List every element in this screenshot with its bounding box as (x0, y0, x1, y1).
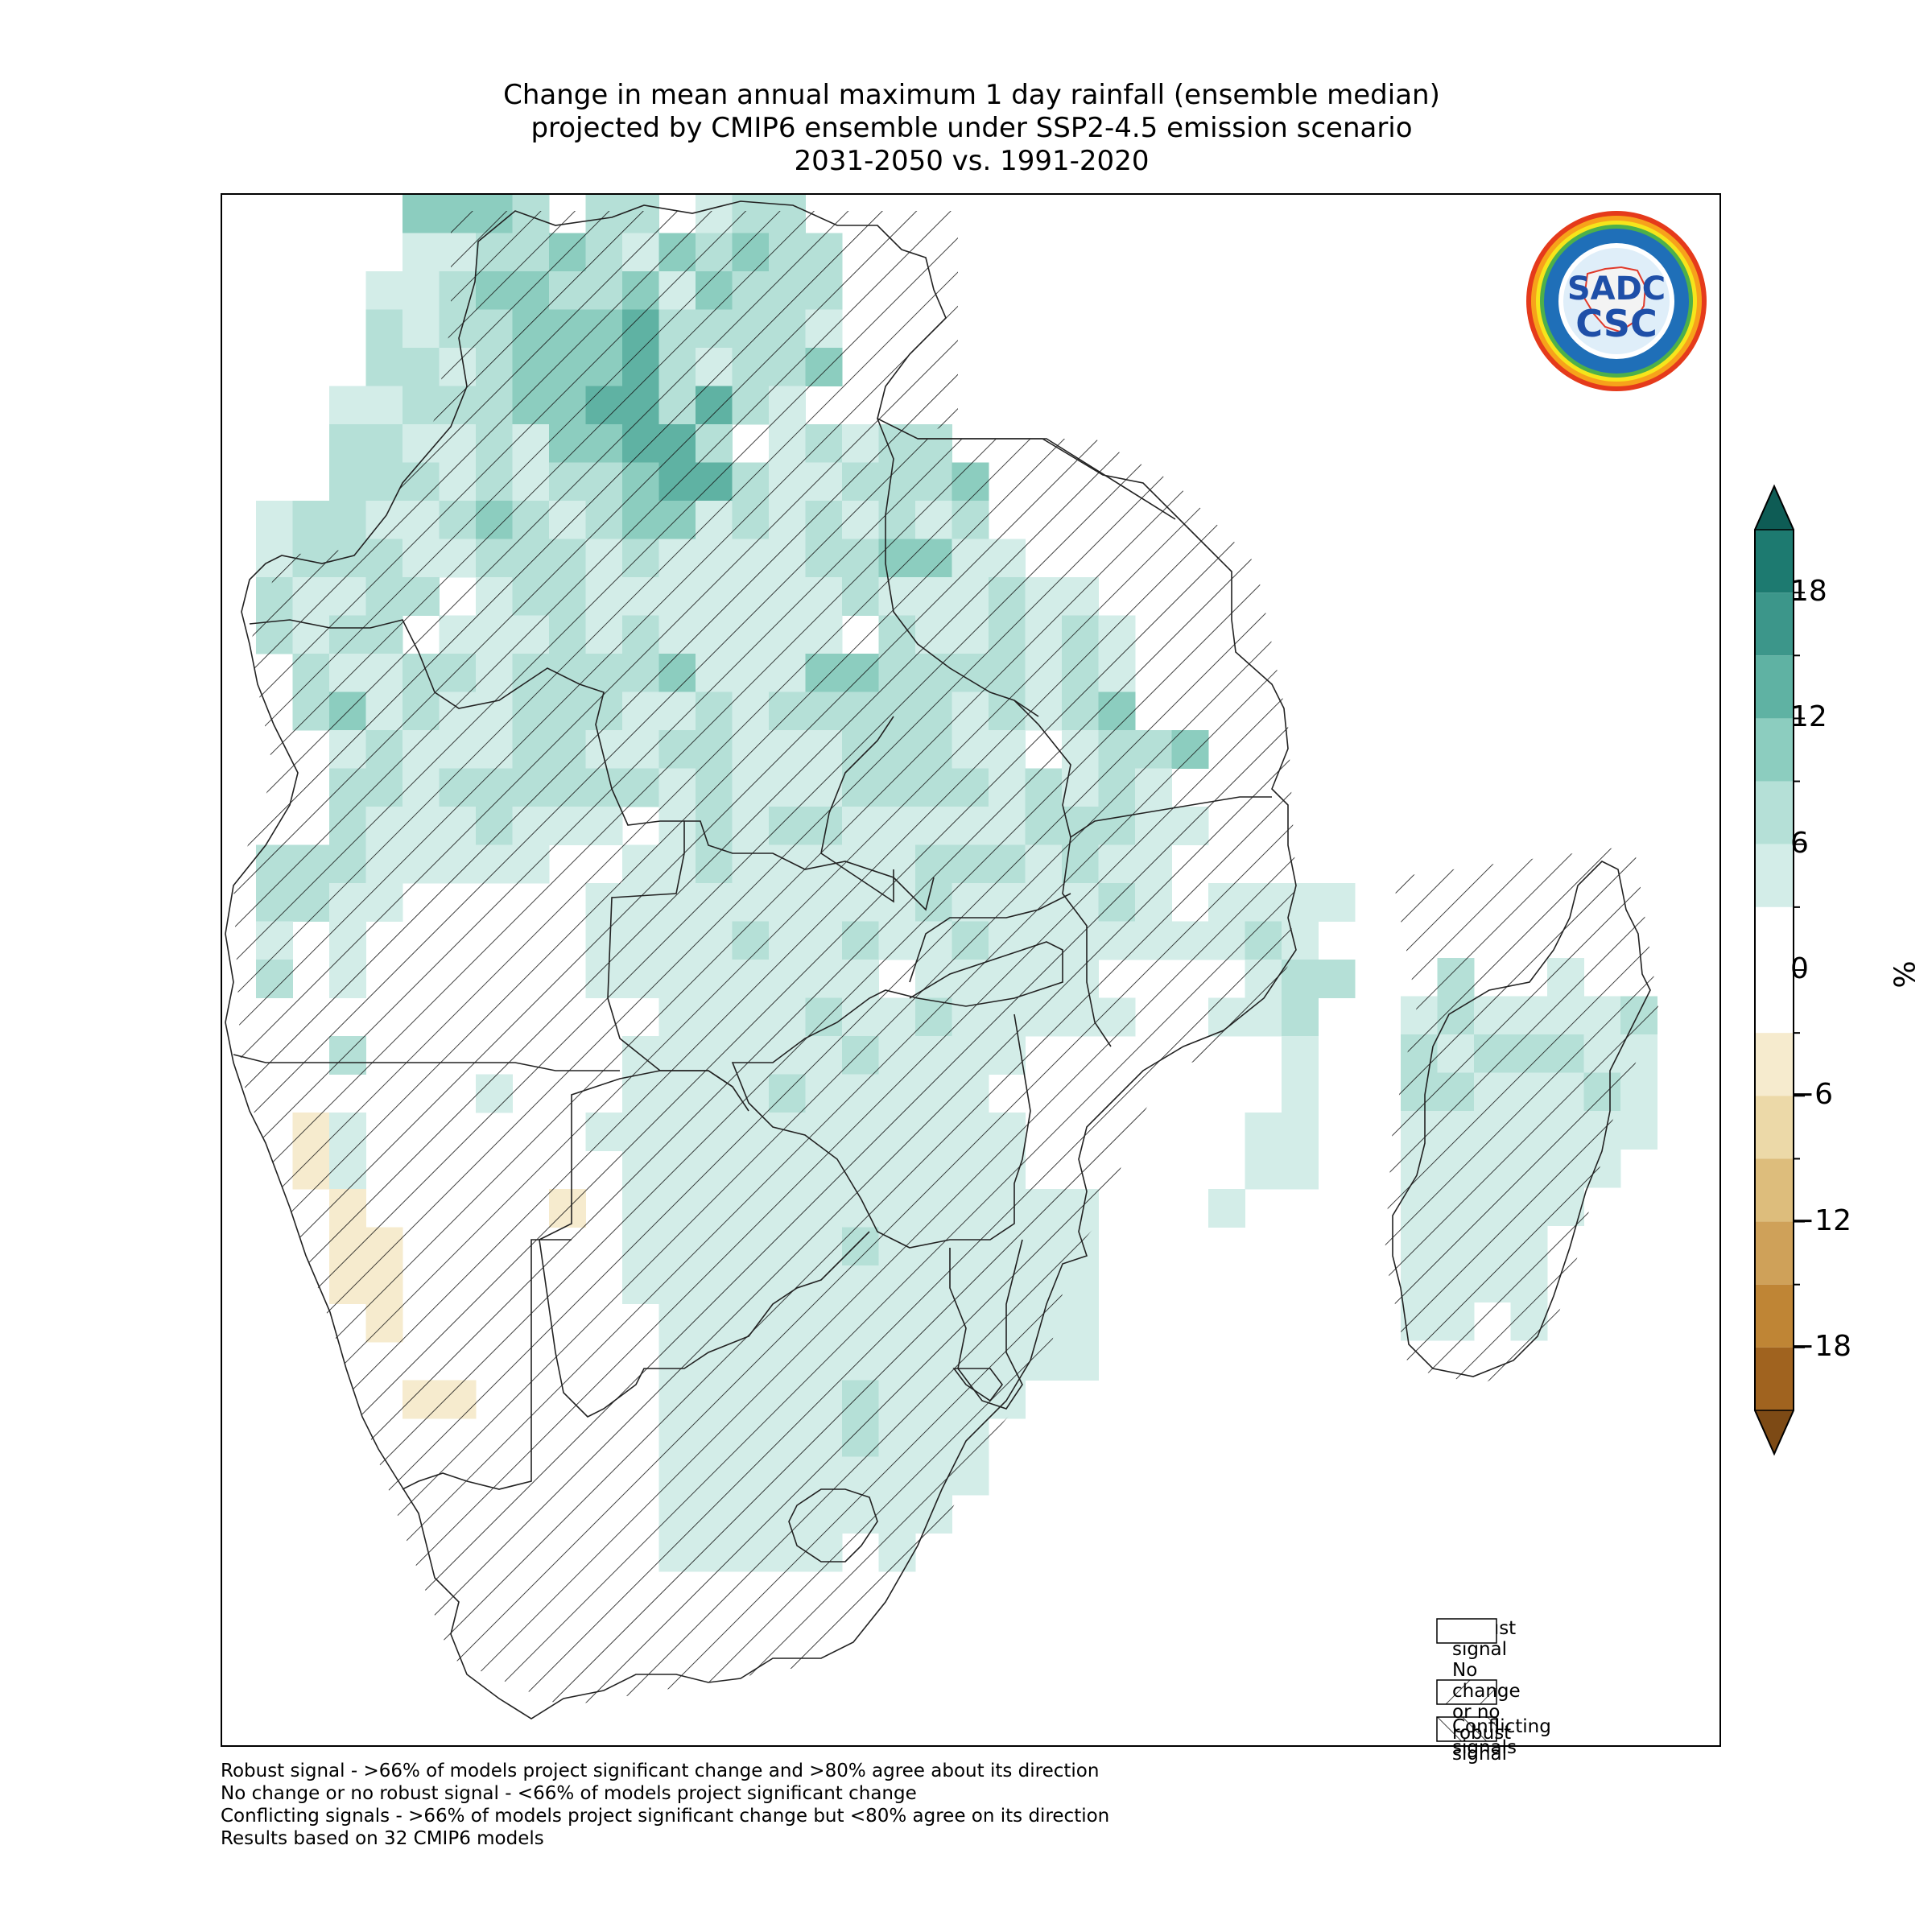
footnote-2: No change or no robust signal - <66% of … (221, 1783, 917, 1804)
footnote-1: Robust signal - >66% of models project s… (221, 1761, 1100, 1781)
grid-cell (1062, 1303, 1099, 1343)
border-zambia-drc-south (820, 716, 894, 903)
border-mozambique-south (949, 1239, 1023, 1410)
logo-text-main: SADC (1567, 270, 1666, 308)
grid-cell (402, 233, 440, 272)
grid-cell (402, 386, 440, 425)
border-zimbabwe (731, 989, 1031, 1249)
legend-swatch-robust (1436, 1618, 1497, 1644)
colorbar-tick-label: −12 (1790, 1203, 1852, 1237)
border-drc-angola-north (249, 619, 749, 1112)
legend-item-robust: Robust signal (1436, 1618, 1516, 1660)
title-line-3: 2031-2050 vs. 1991-2020 (794, 145, 1150, 177)
footnote-4: Results based on 32 CMIP6 models (221, 1828, 544, 1849)
grid-cell (365, 386, 403, 425)
grid-cell (365, 271, 403, 310)
border-namibia-angola (233, 1054, 620, 1071)
colorbar-tick-label: 6 (1790, 826, 1809, 860)
legend-swatch-conflicting (1436, 1716, 1497, 1742)
grid-cell (1282, 1036, 1319, 1075)
colorbar-tick-label: 0 (1790, 952, 1809, 985)
border-zambia-zimbabwe (909, 941, 1063, 1007)
sadc-csc-logo: SADC CSC (1525, 209, 1708, 393)
colorbar-unit-label: % (1889, 960, 1922, 989)
grid-cell (1282, 997, 1319, 1037)
border-tanzania-north (918, 438, 1176, 520)
border-angola-zambia (684, 820, 935, 911)
grid-cell (1318, 883, 1356, 922)
grid-cell (1208, 1189, 1245, 1228)
colorbar-tick-label: −18 (1790, 1329, 1852, 1363)
grid-cell (365, 424, 403, 463)
colorbar-tick-label: 12 (1790, 700, 1827, 734)
border-drc-tanzania (877, 418, 1039, 717)
grid-cell (365, 348, 403, 386)
grid-cell (402, 271, 440, 310)
colorbar-tick-label: 18 (1790, 575, 1827, 609)
border-botswana (539, 1070, 870, 1418)
grid-cell (292, 501, 330, 539)
title-line-1: Change in mean annual maximum 1 day rain… (503, 79, 1440, 111)
grid-cell (1062, 1342, 1099, 1381)
eswatini-border (952, 1368, 1003, 1402)
logo-text-sub: CSC (1575, 302, 1657, 345)
chart-title: Change in mean annual maximum 1 day rain… (221, 79, 1723, 178)
grid-cell (1282, 1113, 1319, 1151)
border-malawi (1013, 700, 1112, 1047)
grid-cell (256, 501, 293, 539)
grid-cell (402, 195, 440, 233)
grid-cell (1245, 1150, 1282, 1190)
title-line-2: projected by CMIP6 ensemble under SSP2-4… (530, 112, 1413, 144)
grid-cell (1062, 1265, 1099, 1304)
border-zambia-mozambique (909, 893, 1071, 983)
grid-cell (1282, 1074, 1319, 1113)
legend-item-conflicting: Conflicting signals (1436, 1716, 1551, 1758)
grid-cell (402, 348, 440, 386)
grid-cell (365, 309, 403, 349)
colorbar-tick-label: −6 (1790, 1078, 1834, 1112)
grid-cell (402, 309, 440, 349)
hatch-no-robust-signal (233, 211, 1296, 1707)
grid-cell (1318, 960, 1356, 998)
grid-cell (1282, 1150, 1319, 1190)
grid-cell (1620, 1111, 1657, 1150)
grid-cell (329, 424, 366, 463)
border-namibia-south-africa (402, 1239, 572, 1490)
madagascar-coastline (1392, 861, 1651, 1377)
footnotes: Robust signal - >66% of models project s… (221, 1760, 1109, 1850)
country-borders (225, 200, 1651, 1719)
border-mozambique-tanzania (1070, 796, 1272, 838)
hatch-no-robust-signal (1385, 845, 1658, 1385)
lesotho-border (788, 1488, 878, 1563)
legend-label-no-change: No change or no robust signal (1452, 1660, 1521, 1765)
hatching-layer (233, 211, 1658, 1707)
grid-cell (329, 501, 366, 539)
legend-item-no-change: No change or no robust signal (1436, 1660, 1521, 1765)
legend-swatch-no-change (1436, 1679, 1497, 1705)
grid-cell (329, 386, 366, 425)
footnote-3: Conflicting signals - >66% of models pro… (221, 1806, 1110, 1827)
grid-cell (329, 462, 366, 502)
grid-cell (1245, 1113, 1282, 1151)
